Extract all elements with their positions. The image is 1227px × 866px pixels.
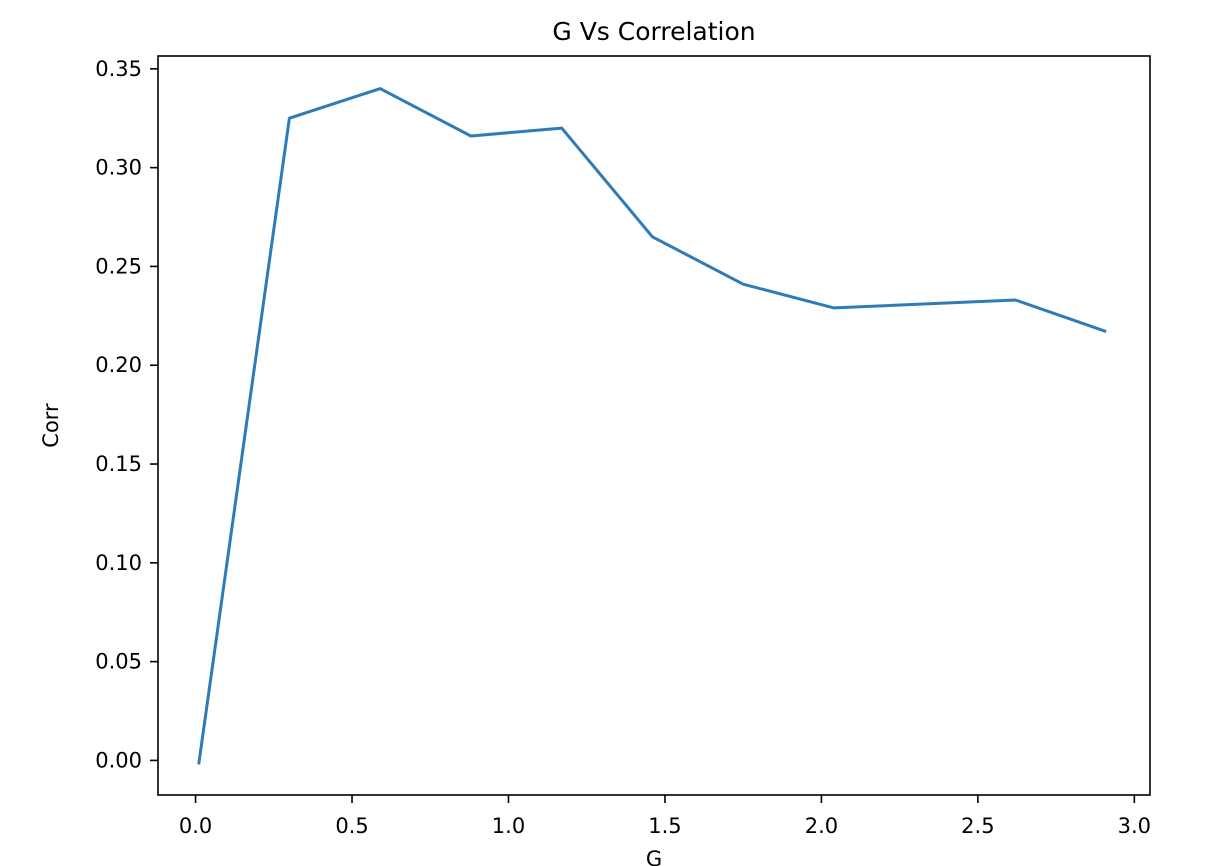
plot-frame [157, 55, 1151, 796]
plot-area [197, 87, 1107, 765]
x-tick-label: 0.5 [335, 814, 368, 838]
y-axis: 0.00 0.05 0.10 0.15 0.20 0.25 0.30 0.35 [95, 57, 158, 772]
x-tick-label: 3.0 [1118, 814, 1151, 838]
x-tick-label: 0.0 [179, 814, 212, 838]
y-tick-label: 0.15 [95, 452, 142, 476]
y-tick-label: 0.00 [95, 748, 142, 772]
x-tick-label: 1.5 [648, 814, 681, 838]
y-tick-label: 0.25 [95, 254, 142, 278]
y-tick-label: 0.20 [95, 353, 142, 377]
y-tick-label: 0.05 [95, 650, 142, 674]
y-tick-label: 0.30 [95, 156, 142, 180]
chart-title: G Vs Correlation [552, 17, 755, 46]
x-axis: 0.0 0.5 1.0 1.5 2.0 2.5 3.0 [179, 795, 1151, 838]
series-line [197, 87, 1107, 765]
y-tick-label: 0.10 [95, 551, 142, 575]
y-tick-label: 0.35 [95, 57, 142, 81]
y-axis-title: Corr [39, 403, 63, 448]
x-tick-label: 2.5 [961, 814, 994, 838]
x-axis-title: G [646, 847, 662, 866]
x-tick-label: 2.0 [805, 814, 838, 838]
x-tick-label: 1.0 [492, 814, 525, 838]
